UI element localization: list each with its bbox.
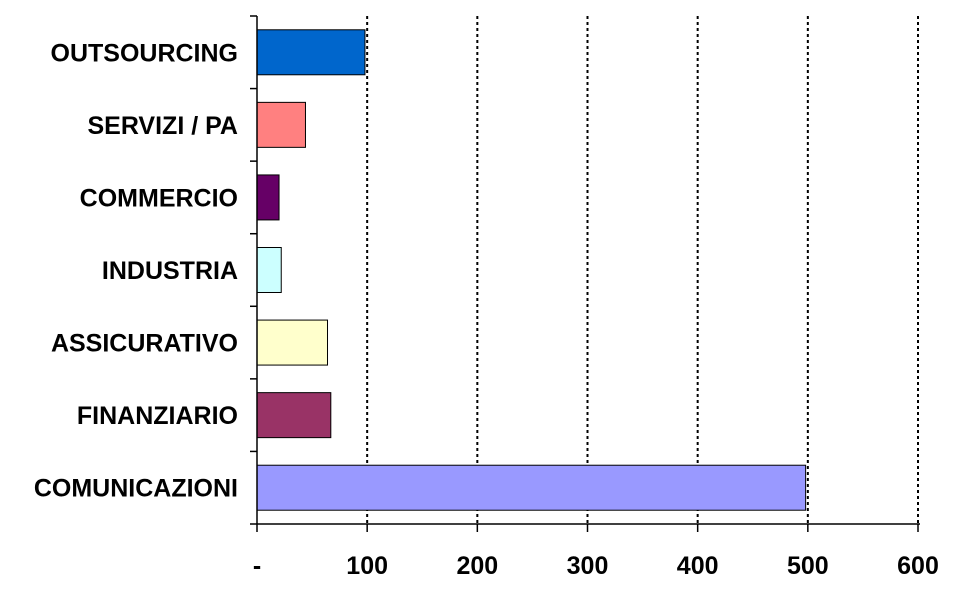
bar-finanziario — [256, 392, 332, 439]
gridlines — [366, 16, 919, 524]
bar-comunicazioni — [256, 464, 807, 511]
x-tick-label: 200 — [456, 552, 498, 580]
category-label: INDUSTRIA — [102, 257, 238, 285]
category-label: ASSICURATIVO — [51, 330, 238, 358]
category-label: COMUNICAZIONI — [34, 475, 238, 503]
bar-assicurativo — [256, 319, 329, 366]
x-tick-label: 600 — [897, 552, 939, 580]
bar-commercio — [256, 174, 280, 221]
x-tick-label: 400 — [677, 552, 719, 580]
x-tick-label: 100 — [346, 552, 388, 580]
bar-servizi-pa — [256, 101, 306, 148]
bars — [256, 29, 807, 511]
bar-industria — [256, 247, 282, 293]
x-tick-labels: - 100 200 300 400 500 600 — [253, 552, 939, 580]
x-tick-label: 500 — [787, 552, 829, 580]
category-label: SERVIZI / PA — [87, 112, 238, 140]
axis-ticks — [250, 15, 919, 532]
bar-outsourcing — [256, 29, 366, 76]
category-label: COMMERCIO — [80, 184, 238, 212]
category-label: OUTSOURCING — [51, 39, 239, 67]
category-label: FINANZIARIO — [77, 402, 238, 430]
category-labels: OUTSOURCING SERVIZI / PA COMMERCIO INDUSTRI… — [34, 39, 238, 502]
x-tick-label: - — [253, 552, 261, 580]
x-tick-label: 300 — [567, 552, 609, 580]
